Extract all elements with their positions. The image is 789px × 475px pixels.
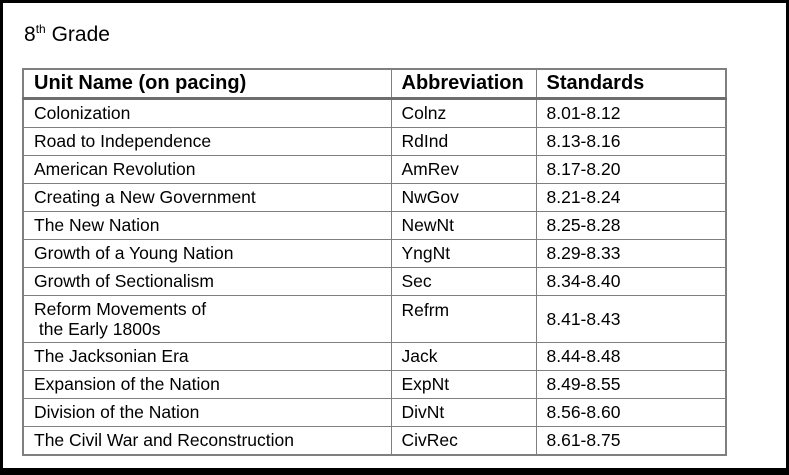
standards-cell: 8.56-8.60	[535, 398, 727, 427]
table-row: Creating a New Government NwGov 8.21-8.2…	[22, 183, 727, 212]
unit-name-cell: Colonization	[22, 98, 392, 128]
table-row: Road to Independence RdInd 8.13-8.16	[22, 127, 727, 156]
abbreviation-cell: CivRec	[390, 426, 537, 456]
abbreviation-cell: Refrm	[390, 295, 537, 343]
abbreviation-cell: NwGov	[390, 183, 537, 212]
column-header-standards: Standards	[535, 68, 727, 100]
abbreviation-cell: AmRev	[390, 155, 537, 184]
standards-cell: 8.21-8.24	[535, 183, 727, 212]
table-row: The Civil War and Reconstruction CivRec …	[22, 426, 727, 456]
abbreviation-cell: NewNt	[390, 211, 537, 240]
abbreviation-cell: DivNt	[390, 398, 537, 427]
abbreviation-cell: RdInd	[390, 127, 537, 156]
unit-name-cell: Expansion of the Nation	[22, 370, 392, 399]
standards-cell: 8.41-8.43	[535, 295, 727, 343]
unit-name-cell: Reform Movements of the Early 1800s	[22, 295, 392, 343]
abbreviation-cell: Jack	[390, 342, 537, 371]
page-title: 8th Grade	[24, 21, 110, 48]
standards-cell: 8.61-8.75	[535, 426, 727, 456]
column-header-abbreviation: Abbreviation	[390, 68, 537, 100]
abbreviation-cell: Sec	[390, 267, 537, 296]
table-row: The New Nation NewNt 8.25-8.28	[22, 211, 727, 240]
unit-name-cell: Division of the Nation	[22, 398, 392, 427]
table-row: Reform Movements of the Early 1800s Refr…	[22, 295, 727, 343]
grade-number: 8	[24, 23, 36, 46]
standards-cell: 8.01-8.12	[535, 98, 727, 128]
grade-ordinal-suffix: th	[35, 22, 46, 36]
table-row: Growth of Sectionalism Sec 8.34-8.40	[22, 267, 727, 296]
standards-cell: 8.13-8.16	[535, 127, 727, 156]
unit-name-cell: Road to Independence	[22, 127, 392, 156]
table-row: American Revolution AmRev 8.17-8.20	[22, 155, 727, 184]
table-row: Division of the Nation DivNt 8.56-8.60	[22, 398, 727, 427]
header-row: Unit Name (on pacing) Abbreviation Stand…	[22, 68, 727, 100]
standards-cell: 8.17-8.20	[535, 155, 727, 184]
unit-name-cell: The Jacksonian Era	[22, 342, 392, 371]
standards-cell: 8.49-8.55	[535, 370, 727, 399]
standards-cell: 8.25-8.28	[535, 211, 727, 240]
unit-name-cell: Creating a New Government	[22, 183, 392, 212]
standards-cell: 8.44-8.48	[535, 342, 727, 371]
grade-word: Grade	[51, 23, 110, 46]
abbreviation-cell: YngNt	[390, 239, 537, 268]
column-header-unit-name: Unit Name (on pacing)	[22, 68, 392, 100]
table-row: Colonization Colnz 8.01-8.12	[22, 98, 727, 128]
abbreviation-cell: ExpNt	[390, 370, 537, 399]
unit-name-cell: The Civil War and Reconstruction	[22, 426, 392, 456]
table-row: The Jacksonian Era Jack 8.44-8.48	[22, 342, 727, 371]
unit-name-cell: American Revolution	[22, 155, 392, 184]
table-row: Expansion of the Nation ExpNt 8.49-8.55	[22, 370, 727, 399]
abbreviation-cell: Colnz	[390, 98, 537, 128]
unit-name-cell: The New Nation	[22, 211, 392, 240]
standards-cell: 8.29-8.33	[535, 239, 727, 268]
units-table: Unit Name (on pacing) Abbreviation Stand…	[22, 68, 727, 456]
table-row: Growth of a Young Nation YngNt 8.29-8.33	[22, 239, 727, 268]
standards-cell: 8.34-8.40	[535, 267, 727, 296]
unit-name-cell: Growth of Sectionalism	[22, 267, 392, 296]
unit-name-cell: Growth of a Young Nation	[22, 239, 392, 268]
